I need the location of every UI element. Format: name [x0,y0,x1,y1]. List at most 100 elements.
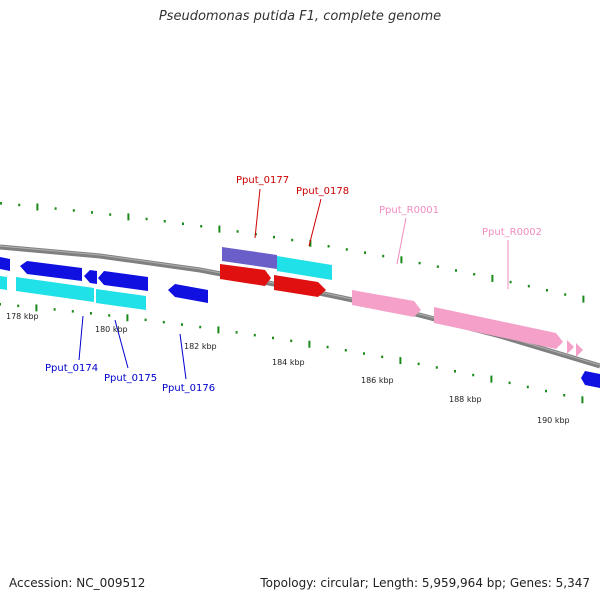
minor-tick [545,389,547,393]
gene-arrow[interactable] [0,257,10,271]
minor-tick [199,325,202,329]
gene-arrow[interactable] [277,256,332,280]
scale-label: 186 kbp [361,376,394,385]
label-leader [308,198,322,247]
gene-arrow[interactable] [98,271,148,291]
minor-tick [454,370,456,373]
minor-tick [527,284,530,288]
major-tick [582,295,585,303]
major-tick [309,239,312,247]
accession-text: Accession: NC_009512 [9,576,146,590]
major-tick [126,314,129,322]
major-tick [217,326,220,334]
major-tick [400,256,403,264]
gene-arrow[interactable] [274,275,326,297]
major-tick [491,274,494,282]
minor-tick [72,209,75,212]
minor-tick [455,269,457,272]
minor-tick [182,222,184,225]
major-tick [127,213,130,221]
minor-tick [345,248,348,251]
label-leader [254,188,261,239]
minor-tick [363,352,365,355]
minor-tick [0,303,1,306]
scale-label: 184 kbp [272,358,305,367]
lower-tick-track [0,303,584,404]
minor-tick [71,310,74,313]
major-tick [581,396,584,404]
gene-arrow[interactable] [20,261,82,281]
minor-tick [145,217,148,221]
minor-tick [509,280,512,284]
minor-tick [163,220,166,223]
gene-arrow[interactable] [96,289,146,310]
minor-tick [435,366,438,369]
minor-tick [546,289,548,292]
minor-tick [326,345,329,349]
minor-tick [472,373,475,377]
gene-arrow[interactable] [0,276,7,290]
gene-label[interactable]: Pput_R0001 [379,205,439,216]
label-leader [179,333,187,380]
minor-tick [364,251,366,254]
scale-label: 188 kbp [449,395,482,404]
gene-label[interactable]: Pput_R0002 [482,227,542,238]
label-leader [78,315,84,361]
major-tick [35,304,38,312]
genome-summary-text: Topology: circular; Length: 5,959,964 bp… [260,576,590,590]
minor-tick [382,254,385,258]
minor-tick [236,230,239,233]
minor-tick [144,318,147,322]
gene-arrow[interactable] [434,307,563,349]
minor-tick [272,336,274,340]
major-tick [36,203,39,211]
minor-tick [564,293,567,296]
gene-label[interactable]: Pput_0177 [236,175,289,186]
gene-arrow[interactable] [220,264,271,286]
minor-tick [109,213,112,216]
gene-label[interactable]: Pput_0178 [296,186,349,197]
minor-tick [90,312,92,315]
minor-tick [291,238,294,242]
minor-tick [418,261,421,265]
minor-tick [436,265,439,268]
minor-tick [526,385,529,389]
minor-tick [344,349,347,352]
gene-label[interactable]: Pput_0174 [45,363,98,374]
minor-tick [381,355,384,359]
major-tick [399,357,402,365]
minor-tick [17,304,20,308]
gene-arrow[interactable] [581,371,600,388]
label-leader [396,217,407,265]
upper-tick-track [0,202,585,303]
gene-label[interactable]: Pput_0176 [162,383,215,394]
gene-arrow[interactable] [222,247,277,269]
gene-arrow[interactable] [352,290,421,317]
minor-tick [91,211,93,214]
minor-tick [53,308,56,311]
scale-label: 178 kbp [6,312,39,321]
minor-tick [473,273,476,276]
gene-arrow[interactable] [567,340,574,354]
minor-tick [200,225,203,228]
gene-arrow[interactable] [576,343,583,357]
major-tick [218,225,221,233]
gene-label[interactable]: Pput_0175 [104,373,157,384]
gene-arrow[interactable] [84,270,97,284]
minor-tick [235,331,238,334]
minor-tick [273,235,275,239]
minor-tick [253,333,256,337]
scale-label: 190 kbp [537,416,570,425]
minor-tick [327,245,330,248]
minor-tick [108,314,111,317]
minor-tick [508,381,511,385]
minor-tick [18,203,21,207]
gene-arrow[interactable] [168,284,208,303]
gene-arrow[interactable] [16,277,94,302]
minor-tick [563,394,566,397]
major-tick [308,340,311,348]
minor-tick [162,320,165,324]
minor-tick [290,339,293,343]
scale-label: 180 kbp [95,325,128,334]
